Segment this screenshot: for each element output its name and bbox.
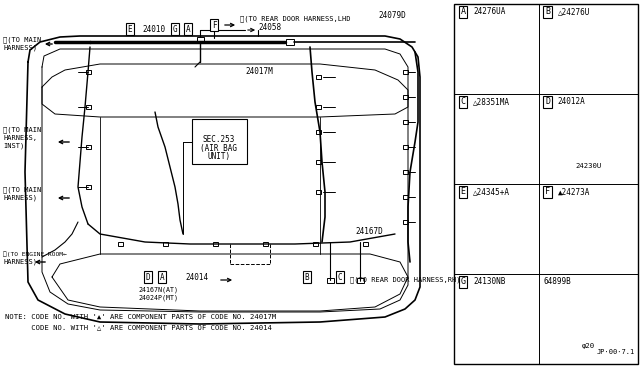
Text: CODE NO. WITH '△' ARE COMPONENT PARTS OF CODE NO. 24014: CODE NO. WITH '△' ARE COMPONENT PARTS OF… <box>5 324 272 330</box>
Text: ⓓ(TO ENGINE ROOM←: ⓓ(TO ENGINE ROOM← <box>3 251 67 257</box>
Bar <box>403 170 408 174</box>
Text: JP·00·7.1: JP·00·7.1 <box>596 349 635 355</box>
Text: HARNESS): HARNESS) <box>3 195 37 201</box>
Text: 24230U: 24230U <box>575 163 602 169</box>
Text: NOTE: CODE NO. WITH '▲' ARE COMPONENT PARTS OF CODE NO. 24017M: NOTE: CODE NO. WITH '▲' ARE COMPONENT PA… <box>5 314 276 320</box>
Bar <box>403 95 408 99</box>
Text: △24276U: △24276U <box>557 7 590 16</box>
Text: 24010: 24010 <box>142 25 165 33</box>
Bar <box>362 242 367 246</box>
Text: E: E <box>461 187 465 196</box>
Text: SEC.253: SEC.253 <box>203 135 235 144</box>
Bar <box>316 130 321 134</box>
Text: B: B <box>545 7 550 16</box>
Text: ⓗ(TO MAIN: ⓗ(TO MAIN <box>3 127 41 133</box>
Text: 24017M: 24017M <box>245 67 273 77</box>
Text: C: C <box>461 97 465 106</box>
Bar <box>316 190 321 194</box>
Bar <box>262 242 268 246</box>
Text: D: D <box>545 97 550 106</box>
Text: ⓔ(TO MAIN: ⓔ(TO MAIN <box>3 187 41 193</box>
Text: 24167N(AT): 24167N(AT) <box>138 287 178 293</box>
Text: 24012A: 24012A <box>557 97 586 106</box>
Text: 24167D: 24167D <box>355 228 383 237</box>
Text: HARNESS): HARNESS) <box>3 45 37 51</box>
Bar <box>192 119 247 164</box>
Bar <box>316 160 321 164</box>
Text: (AIR BAG: (AIR BAG <box>200 144 237 153</box>
Bar <box>316 105 321 109</box>
Text: G: G <box>173 25 177 33</box>
Text: HARNESS): HARNESS) <box>3 259 37 265</box>
Text: 24058: 24058 <box>259 22 282 32</box>
Bar <box>86 185 90 189</box>
Text: 24014: 24014 <box>185 273 208 282</box>
Text: △28351MA: △28351MA <box>473 97 510 106</box>
Text: UNIT): UNIT) <box>207 153 230 161</box>
Text: A: A <box>160 273 164 282</box>
Text: F: F <box>212 20 216 29</box>
Bar <box>403 145 408 149</box>
Bar <box>86 105 90 109</box>
Bar <box>118 242 122 246</box>
Text: ⓘ(TO REAR DOOR HARNESS,RH): ⓘ(TO REAR DOOR HARNESS,RH) <box>350 277 461 283</box>
Text: 24024P(MT): 24024P(MT) <box>138 295 178 301</box>
Bar <box>356 278 364 282</box>
Bar <box>403 220 408 224</box>
Text: A: A <box>461 7 465 16</box>
Bar <box>312 242 317 246</box>
Text: B: B <box>305 273 309 282</box>
Text: F: F <box>545 187 550 196</box>
Bar <box>316 75 321 79</box>
Text: 24079D: 24079D <box>378 12 406 20</box>
Text: Ⓜ(TO REAR DOOR HARNESS,LHD: Ⓜ(TO REAR DOOR HARNESS,LHD <box>240 16 351 22</box>
Bar <box>403 70 408 74</box>
Text: △24345+A: △24345+A <box>473 187 510 196</box>
Text: C: C <box>338 273 342 282</box>
Text: 24130NB: 24130NB <box>473 278 506 286</box>
Text: G: G <box>461 278 465 286</box>
Bar <box>454 4 638 364</box>
Bar <box>212 242 218 246</box>
Text: 24276UA: 24276UA <box>473 7 506 16</box>
Bar <box>286 39 294 45</box>
Text: Ⓜ(TO MAIN: Ⓜ(TO MAIN <box>3 37 41 43</box>
Text: ▲24273A: ▲24273A <box>557 187 590 196</box>
Text: φ20: φ20 <box>582 343 595 349</box>
Bar <box>163 242 168 246</box>
Bar <box>326 278 333 282</box>
Bar <box>86 145 90 149</box>
Text: E: E <box>128 25 132 33</box>
Bar <box>403 195 408 199</box>
Text: D: D <box>146 273 150 282</box>
Text: A: A <box>186 25 190 33</box>
Bar <box>196 36 204 42</box>
Bar <box>403 120 408 124</box>
Text: INST): INST) <box>3 143 24 149</box>
Text: HARNESS,: HARNESS, <box>3 135 37 141</box>
Bar <box>86 70 90 74</box>
Text: 64899B: 64899B <box>543 278 572 286</box>
